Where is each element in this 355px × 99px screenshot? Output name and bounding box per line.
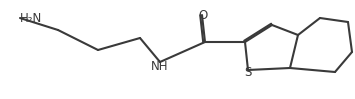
Text: NH: NH: [151, 60, 169, 73]
Text: O: O: [198, 9, 208, 21]
Text: H₂N: H₂N: [20, 11, 42, 24]
Text: S: S: [244, 67, 252, 79]
